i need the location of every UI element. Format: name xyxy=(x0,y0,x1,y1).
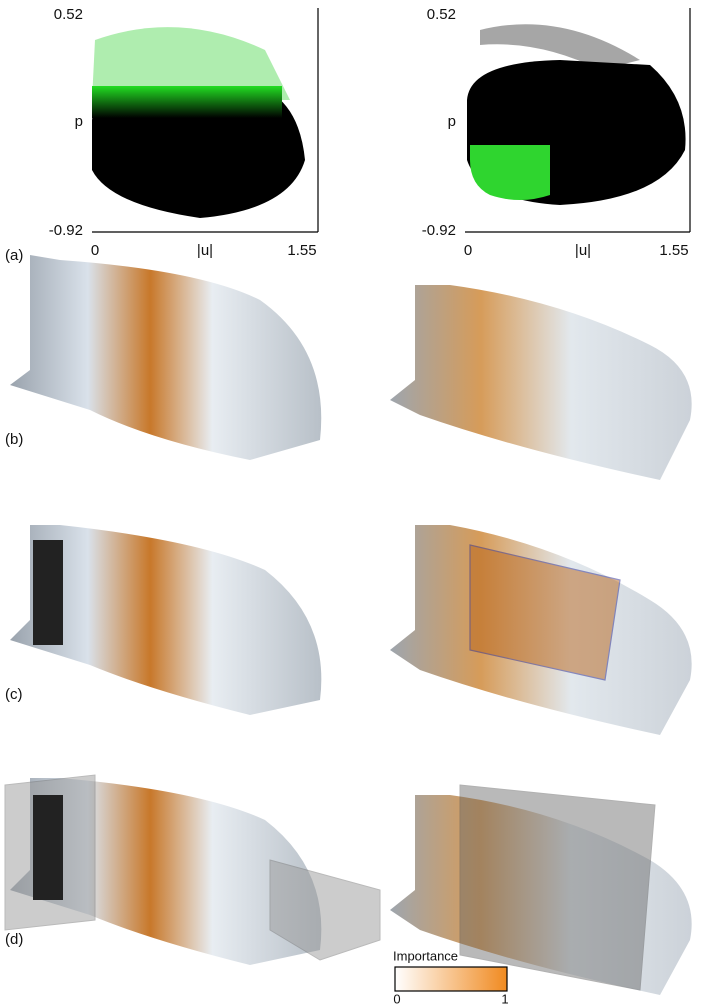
tick-label: 0.52 xyxy=(54,6,83,23)
point-cloud-green xyxy=(470,145,550,200)
axis-label: |u| xyxy=(575,242,591,259)
panel-label: (c) xyxy=(5,686,23,703)
tick-label: 1.55 xyxy=(287,242,316,259)
panel-label: (b) xyxy=(5,431,23,448)
tick-label: 0 xyxy=(91,242,99,259)
colorbar xyxy=(395,967,507,991)
render-box xyxy=(460,785,655,990)
render xyxy=(390,285,692,480)
tick-label: -0.92 xyxy=(49,222,83,239)
figure: 0.52 p -0.92 0 |u| 1.55 0.52 p -0.92 0 |… xyxy=(0,0,720,1008)
colorbar-title: Importance xyxy=(393,948,458,963)
axis-label: p xyxy=(448,113,456,130)
scatter-left: 0.52 p -0.92 0 |u| 1.55 xyxy=(49,6,318,259)
page: {"scatter_left": {"y_max": "0.52", "y_la… xyxy=(0,0,720,1008)
panel-label: (d) xyxy=(5,931,23,948)
point-cloud-green xyxy=(92,86,282,118)
panel-label: (a) xyxy=(5,247,23,264)
tick-label: 0.52 xyxy=(427,6,456,23)
colorbar-label: 0 xyxy=(393,991,400,1006)
tick-label: 1.55 xyxy=(659,242,688,259)
colorbar-label: 1 xyxy=(501,991,508,1006)
axis-label: |u| xyxy=(197,242,213,259)
tick-label: 0 xyxy=(464,242,472,259)
render-obstacle xyxy=(33,795,63,900)
tick-label: -0.92 xyxy=(422,222,456,239)
axis-label: p xyxy=(75,113,83,130)
render xyxy=(10,255,321,460)
render-obstacle xyxy=(33,540,63,645)
scatter-right: 0.52 p -0.92 0 |u| 1.55 xyxy=(422,6,690,259)
